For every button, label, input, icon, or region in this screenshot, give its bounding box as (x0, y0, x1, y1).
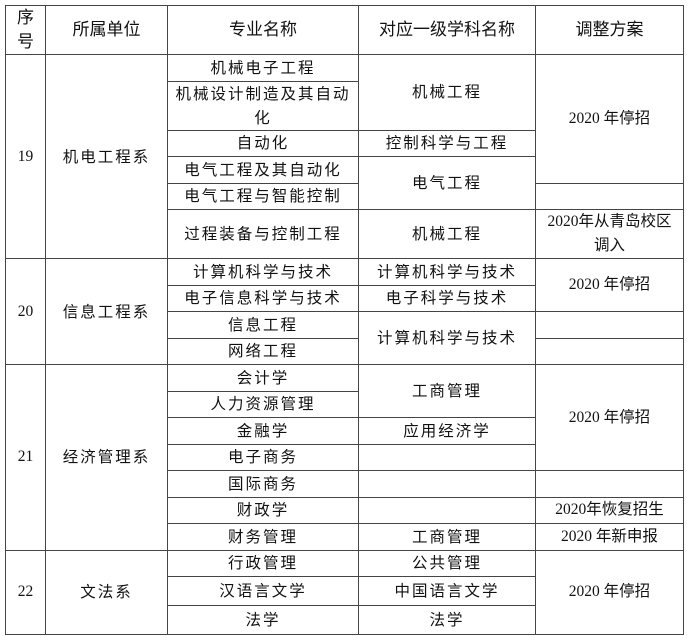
major-cell: 汉语言文学 (167, 576, 359, 606)
header-index: 序号 (5, 5, 46, 55)
table-row: 汉语言文学 中国语言文学 (6, 576, 684, 606)
discipline-cell: 计算机科学与技术 (358, 311, 536, 365)
major-cell: 国际商务 (167, 470, 359, 498)
major-cell: 财政学 (167, 496, 359, 524)
discipline-cell (358, 470, 536, 498)
major-cell: 电子信息科学与技术 (167, 284, 359, 312)
discipline-cell: 电子科学与技术 (358, 284, 536, 312)
table-row: 网络工程 (6, 337, 684, 365)
major-cell: 行政管理 (167, 549, 359, 577)
major-cell: 电气工程及其自动化 (167, 156, 359, 184)
header-discipline: 对应一级学科名称 (358, 5, 536, 55)
major-cell: 计算机科学与技术 (167, 258, 359, 286)
major-cell: 信息工程 (167, 311, 359, 339)
major-cell: 人力资源管理 (167, 390, 359, 418)
header-major: 专业名称 (167, 5, 359, 55)
table-row: 机械设计制造及其自动化 (6, 80, 684, 131)
major-cell: 过程装备与控制工程 (167, 209, 359, 259)
major-cell: 电气工程与智能控制 (167, 182, 359, 210)
discipline-cell: 机械工程 (358, 54, 536, 131)
discipline-cell: 中国语言文学 (358, 576, 536, 606)
discipline-cell (358, 496, 536, 524)
table-row: 过程装备与控制工程 机械工程 2020年从青岛校区调入 (6, 209, 684, 259)
plan-cell: 2020 年新申报 (535, 523, 684, 551)
plan-cell (535, 182, 684, 210)
table-row: 电子信息科学与技术 电子科学与技术 (6, 284, 684, 312)
table-row: 财政学 2020年恢复招生 (6, 496, 684, 524)
plan-cell: 2020 年停招 (535, 258, 684, 312)
table-row: 财务管理 工商管理 2020 年新申报 (6, 523, 684, 551)
table-row: 人力资源管理 (6, 390, 684, 418)
discipline-cell: 电气工程 (358, 156, 536, 210)
discipline-cell: 控制科学与工程 (358, 129, 536, 157)
discipline-cell: 应用经济学 (358, 417, 536, 445)
major-adjustment-table: 序号 所属单位 专业名称 对应一级学科名称 调整方案 19 机电工程系 机械电子… (5, 5, 684, 635)
plan-cell: 2020年从青岛校区调入 (535, 209, 684, 259)
unit-cell: 信息工程系 (45, 258, 168, 365)
table-row: 法学 法学 (6, 605, 684, 635)
header-unit: 所属单位 (45, 5, 168, 55)
table-row: 自动化 控制科学与工程 (6, 129, 684, 157)
table-row: 19 机电工程系 机械电子工程 机械工程 2020 年停招 (5, 54, 684, 259)
major-cell: 会计学 (167, 364, 359, 392)
row-index: 21 (5, 364, 46, 551)
major-cell: 机械设计制造及其自动化 (167, 80, 359, 131)
major-cell: 机械电子工程 (167, 54, 359, 82)
discipline-cell: 公共管理 (358, 549, 536, 577)
unit-cell: 经济管理系 (45, 364, 168, 551)
plan-cell (535, 337, 684, 365)
plan-cell (535, 311, 684, 339)
table-row: 电气工程及其自动化 电气工程 (6, 156, 684, 210)
table-row: 金融学 应用经济学 (6, 417, 684, 445)
row-index: 19 (5, 54, 46, 259)
major-cell: 电子商务 (167, 443, 359, 471)
header-row: 序号 所属单位 专业名称 对应一级学科名称 调整方案 (5, 5, 684, 55)
discipline-cell (358, 443, 536, 471)
plan-cell: 2020年恢复招生 (535, 496, 684, 524)
header-plan: 调整方案 (535, 5, 684, 55)
table-row: 20 信息工程系 计算机科学与技术 计算机科学与技术 2020 年停招 (5, 258, 684, 365)
unit-cell: 文法系 (45, 549, 168, 635)
major-cell: 金融学 (167, 417, 359, 445)
discipline-cell: 计算机科学与技术 (358, 258, 536, 286)
plan-cell: 2020 年停招 (535, 54, 684, 184)
major-cell: 财务管理 (167, 523, 359, 551)
row-index: 22 (5, 549, 46, 635)
table-row: 国际商务 (6, 470, 684, 498)
table-row: 21 经济管理系 会计学 工商管理 2020 年停招 (5, 364, 684, 551)
table-row: 22 文法系 行政管理 公共管理 2020 年停招 (5, 549, 684, 635)
major-cell: 法学 (167, 605, 359, 635)
plan-cell: 2020 年停招 (535, 364, 684, 471)
discipline-cell: 机械工程 (358, 209, 536, 259)
unit-cell: 机电工程系 (45, 54, 168, 259)
plan-cell (535, 470, 684, 498)
major-cell: 自动化 (167, 129, 359, 157)
discipline-cell: 工商管理 (358, 364, 536, 418)
major-cell: 网络工程 (167, 337, 359, 365)
table-row: 电气工程与智能控制 (6, 182, 684, 210)
discipline-cell: 法学 (358, 605, 536, 635)
discipline-cell: 工商管理 (358, 523, 536, 551)
row-index: 20 (5, 258, 46, 365)
plan-cell: 2020 年停招 (535, 549, 684, 635)
